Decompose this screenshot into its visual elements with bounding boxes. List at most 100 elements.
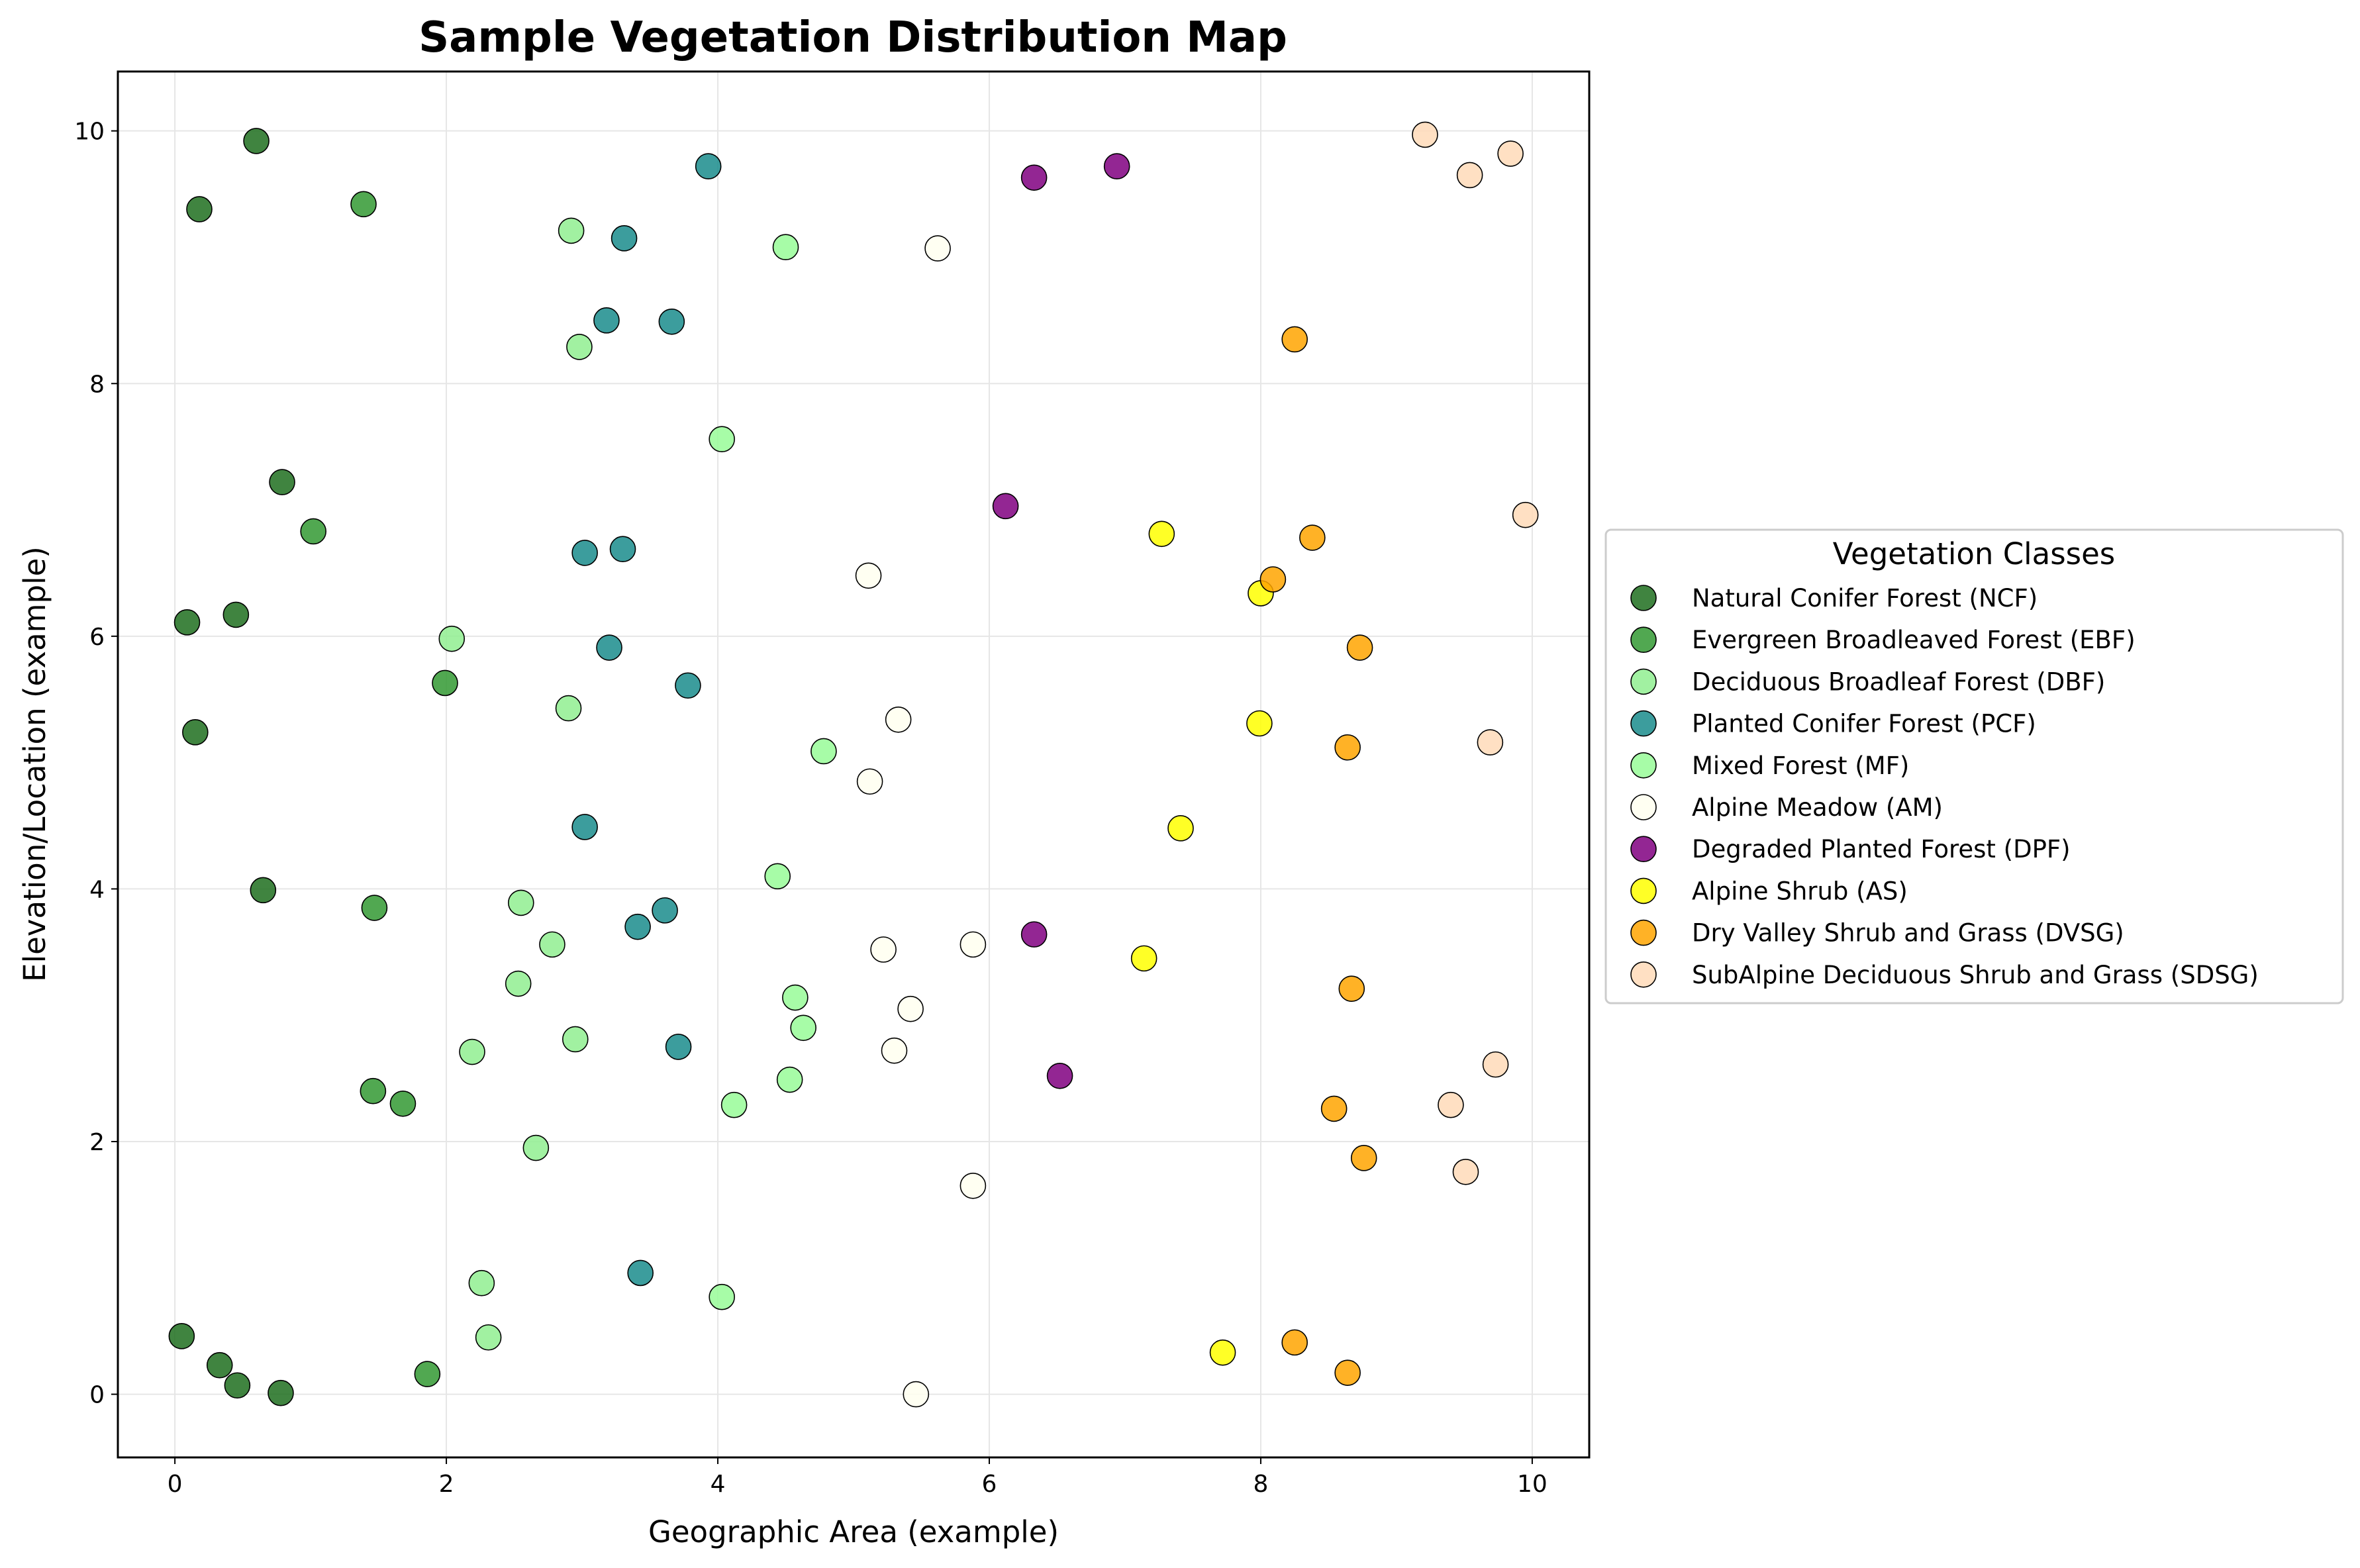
legend-marker (1630, 710, 1657, 737)
data-point (361, 895, 388, 921)
legend-label: Alpine Meadow (AM) (1692, 793, 1943, 822)
y-tick-label: 4 (89, 876, 105, 903)
data-point (566, 334, 593, 360)
x-tick-label: 4 (711, 1471, 726, 1498)
data-point (593, 307, 620, 334)
data-point (903, 1381, 930, 1408)
legend-marker (1630, 585, 1657, 611)
legend-marker (1630, 668, 1657, 695)
data-point (1299, 524, 1326, 551)
data-points (168, 121, 1539, 1408)
x-tick-label: 6 (982, 1471, 997, 1498)
data-point (300, 518, 326, 545)
data-point (468, 1269, 495, 1297)
data-point (897, 995, 924, 1022)
data-point (658, 308, 685, 335)
data-point (790, 1014, 816, 1042)
data-point (924, 235, 951, 262)
plot-area-frame (117, 70, 1591, 1459)
x-tick-label: 10 (1517, 1471, 1548, 1498)
data-point (624, 913, 651, 940)
data-point (224, 1372, 251, 1399)
data-point (609, 536, 636, 562)
data-point (1020, 921, 1048, 948)
data-point (764, 863, 791, 890)
legend-label: Evergreen Broadleaved Forest (EBF) (1692, 626, 2136, 654)
data-point (571, 814, 598, 840)
data-point (1334, 734, 1361, 761)
data-point (959, 931, 987, 958)
data-point (652, 897, 678, 924)
data-point (222, 601, 250, 628)
data-point (562, 1026, 589, 1053)
data-point (475, 1324, 502, 1351)
data-point (855, 562, 882, 589)
legend-box (1604, 528, 2344, 1004)
data-point (269, 469, 295, 495)
y-tick-label: 6 (89, 624, 105, 651)
data-point (505, 970, 532, 997)
legend-label: Dry Valley Shrub and Grass (DVSG) (1692, 919, 2124, 948)
legend-marker (1630, 961, 1657, 988)
data-point (1412, 121, 1438, 148)
data-point (1438, 1091, 1464, 1118)
y-tick-label: 2 (89, 1129, 105, 1156)
axis-ticks: 0 2 4 6 8 10 0 2 4 6 8 10 (74, 119, 1548, 1498)
data-point (250, 877, 277, 904)
data-point (1512, 501, 1539, 528)
data-point (992, 493, 1019, 520)
data-point (1320, 1095, 1348, 1122)
data-point (695, 153, 722, 179)
data-point (885, 706, 912, 733)
x-axis-label: Geographic Area (example) (648, 1514, 1059, 1549)
data-point (522, 1134, 550, 1161)
data-point (268, 1379, 294, 1406)
data-point (507, 889, 534, 916)
data-point (432, 669, 458, 697)
data-point (870, 936, 897, 963)
grid-lines (118, 72, 1589, 1457)
legend-marker (1630, 626, 1657, 654)
data-point (811, 738, 837, 765)
data-point (596, 634, 622, 661)
data-point (1259, 566, 1287, 593)
legend-marker (1630, 752, 1657, 779)
data-point (675, 672, 701, 699)
data-point (776, 1066, 803, 1093)
data-point (1346, 634, 1373, 661)
legend-items: Natural Conifer Forest (NCF) Evergreen Br… (1630, 584, 2259, 989)
legend-label: Degraded Planted Forest (DPF) (1692, 835, 2071, 863)
data-point (571, 540, 598, 566)
legend-label: Planted Conifer Forest (PCF) (1692, 710, 2036, 738)
data-point (772, 234, 799, 261)
data-point (627, 1259, 654, 1287)
x-tick-label: 2 (439, 1471, 454, 1498)
data-point (438, 625, 466, 652)
data-point (1103, 153, 1130, 179)
legend-label: Deciduous Broadleaf Forest (DBF) (1692, 667, 2105, 696)
data-point (959, 1172, 987, 1199)
data-point (1338, 975, 1365, 1002)
data-point (1130, 945, 1157, 972)
data-point (1456, 162, 1483, 189)
y-tick-label: 8 (89, 371, 105, 398)
data-point (350, 191, 377, 218)
x-tick-label: 8 (1253, 1471, 1268, 1498)
data-point (611, 225, 638, 252)
y-tick-label: 10 (74, 119, 105, 146)
data-point (539, 931, 565, 958)
data-point (414, 1361, 441, 1387)
legend-marker (1630, 877, 1657, 905)
data-point (709, 1283, 735, 1310)
data-point (720, 1091, 748, 1118)
data-point (1334, 1359, 1361, 1386)
data-point (1046, 1063, 1073, 1089)
y-axis-label: Elevation/Location (example) (17, 546, 52, 982)
data-point (856, 768, 883, 795)
data-point (1246, 710, 1273, 737)
data-point (555, 695, 582, 722)
legend: Vegetation Classes Natural Conifer Fores… (1604, 528, 2344, 1004)
data-point (665, 1034, 692, 1060)
data-point (1452, 1159, 1479, 1185)
